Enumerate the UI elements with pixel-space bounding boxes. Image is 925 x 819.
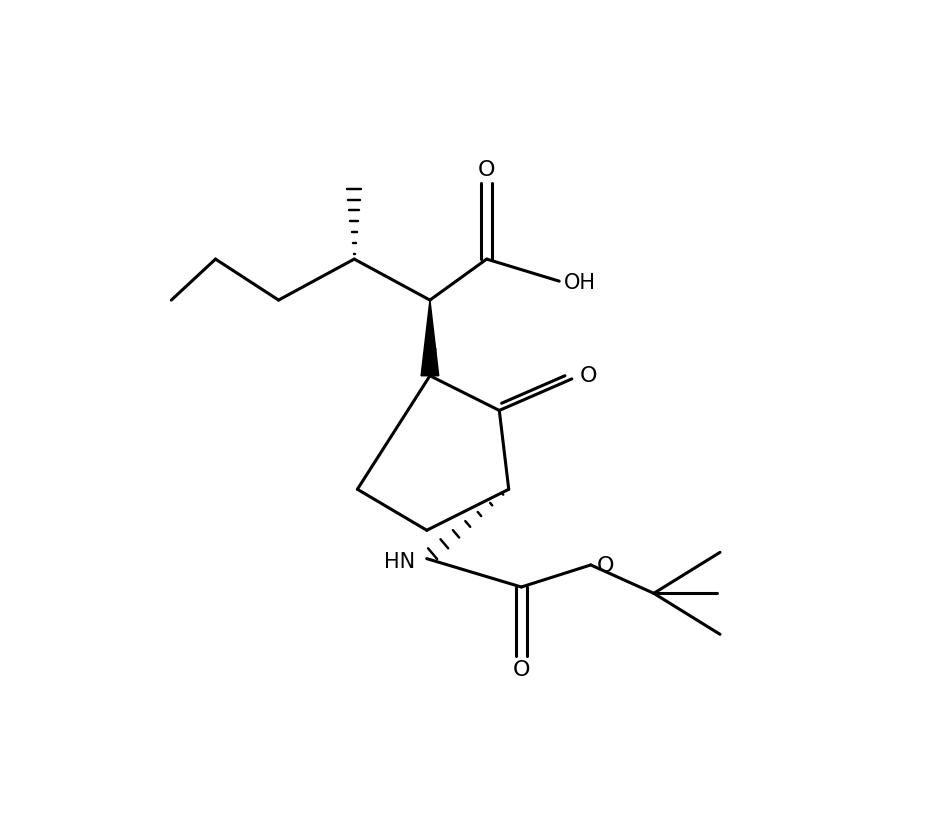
Text: O: O [512, 659, 530, 680]
Text: HN: HN [384, 552, 415, 572]
Text: N: N [422, 348, 438, 369]
Text: O: O [478, 161, 496, 180]
Polygon shape [421, 300, 438, 376]
Text: OH: OH [564, 273, 597, 293]
Text: O: O [597, 556, 614, 577]
Text: O: O [579, 366, 597, 386]
